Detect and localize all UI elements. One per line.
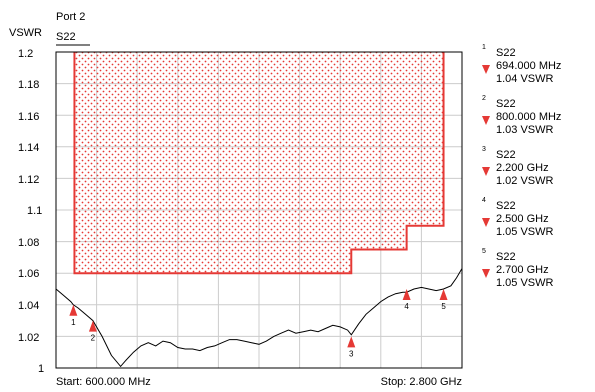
start-frequency-label: Start: 600.000 MHz xyxy=(56,376,151,388)
y-tick-label: 1.08 xyxy=(18,237,39,249)
y-tick-label: 1.16 xyxy=(18,111,39,123)
y-tick-label: 1.02 xyxy=(18,332,39,344)
marker-triangle-icon xyxy=(482,65,490,74)
marker-legend-item[interactable]: 2 S22 800.000 MHz 1.03 VSWR xyxy=(482,95,592,146)
marker-frequency: 800.000 MHz xyxy=(496,111,562,123)
marker-parameter: S22 xyxy=(496,251,516,263)
trace-line xyxy=(55,268,463,368)
marker-number: 5 xyxy=(482,248,486,255)
marker-label: 5 xyxy=(441,302,446,311)
marker-value: 1.05 VSWR xyxy=(496,226,554,238)
plot-frame xyxy=(55,51,463,369)
y-tick-label: 1.2 xyxy=(18,48,33,60)
marker-triangle xyxy=(69,304,78,316)
marker-triangle-icon xyxy=(482,269,490,278)
y-tick-label: 1.1 xyxy=(27,205,42,217)
parameter-label: S22 xyxy=(56,31,76,43)
marker-value: 1.02 VSWR xyxy=(496,175,554,187)
marker-glyphs: 1 2 3 4 5 xyxy=(69,289,448,358)
y-axis-label: VSWR xyxy=(9,27,42,39)
marker-triangle xyxy=(402,289,411,300)
marker-value: 1.04 VSWR xyxy=(496,73,554,85)
marker-label: 4 xyxy=(404,302,409,311)
marker-triangle xyxy=(347,336,356,348)
y-tick-label: 1.06 xyxy=(18,268,39,280)
marker-legend-item[interactable]: 4 S22 2.500 GHz 1.05 VSWR xyxy=(482,197,592,248)
marker-frequency: 2.500 GHz xyxy=(496,213,549,225)
s22-trace xyxy=(55,268,463,368)
y-tick-label: 1.04 xyxy=(18,300,39,312)
marker-number: 4 xyxy=(482,197,486,204)
marker-value: 1.05 VSWR xyxy=(496,277,554,289)
marker-label: 3 xyxy=(349,349,354,358)
y-tick-label: 1.12 xyxy=(18,174,39,186)
marker-parameter: S22 xyxy=(496,98,516,110)
marker-triangle xyxy=(88,320,97,332)
marker-triangle-icon xyxy=(482,167,490,176)
marker-number: 1 xyxy=(482,44,486,51)
marker-number: 2 xyxy=(482,95,486,102)
y-tick-label: 1.14 xyxy=(18,142,39,154)
marker-parameter: S22 xyxy=(496,47,516,59)
marker-triangle-icon xyxy=(482,116,490,125)
marker-label: 1 xyxy=(71,318,76,327)
marker-parameter: S22 xyxy=(496,149,516,161)
y-tick-label: 1.18 xyxy=(18,79,39,91)
limit-line xyxy=(73,52,445,275)
marker-number: 3 xyxy=(482,146,486,153)
port-label: Port 2 xyxy=(56,11,85,23)
limit-mask xyxy=(73,52,445,275)
marker-legend-item[interactable]: 3 S22 2.200 GHz 1.02 VSWR xyxy=(482,146,592,197)
marker-frequency: 2.700 GHz xyxy=(496,264,549,276)
marker-triangle xyxy=(439,289,448,300)
marker-legend-item[interactable]: 5 S22 2.700 GHz 1.05 VSWR xyxy=(482,248,592,299)
marker-legend: 1 S22 694.000 MHz 1.04 VSWR 2 S22 800.00… xyxy=(482,44,592,299)
marker-value: 1.03 VSWR xyxy=(496,124,554,136)
marker-triangle-icon xyxy=(482,218,490,227)
marker-parameter: S22 xyxy=(496,200,516,212)
y-tick-label: 1 xyxy=(38,363,44,375)
limit-mask-fill xyxy=(74,52,444,274)
stop-frequency-label: Stop: 2.800 GHz xyxy=(381,376,462,388)
marker-frequency: 694.000 MHz xyxy=(496,60,562,72)
marker-label: 2 xyxy=(91,334,96,343)
marker-frequency: 2.200 GHz xyxy=(496,162,549,174)
marker-legend-item[interactable]: 1 S22 694.000 MHz 1.04 VSWR xyxy=(482,44,592,95)
